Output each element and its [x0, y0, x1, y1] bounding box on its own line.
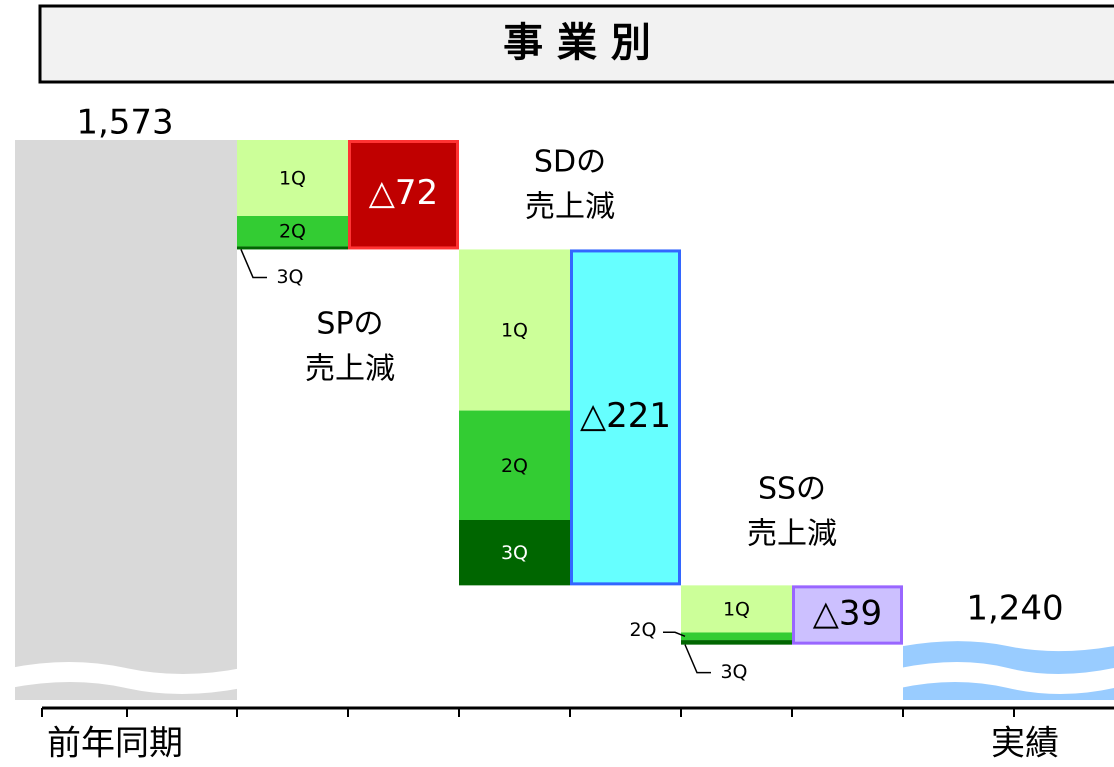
segment-bar [237, 246, 348, 250]
step-name: SPの [316, 307, 383, 342]
segment-label: 3Q [276, 266, 303, 288]
segment-label: 2Q [279, 221, 306, 243]
segment-label: 2Q [629, 619, 656, 641]
title-box [38, 4, 1114, 84]
step-name: 売上減 [747, 517, 837, 552]
segment-label: 2Q [501, 455, 528, 477]
total-bar [792, 585, 903, 645]
segment-bar [681, 585, 792, 633]
segment-bar [237, 140, 348, 216]
step-name: 売上減 [525, 190, 615, 225]
segment-bar [459, 410, 570, 520]
start-bar [15, 140, 237, 700]
segment-label: 1Q [723, 598, 750, 620]
segment-label: 3Q [720, 661, 747, 683]
step-name: SDの [534, 145, 606, 180]
segment-bar [681, 640, 792, 645]
axis-break [10, 662, 242, 694]
segment-label: 1Q [279, 168, 306, 190]
total-bar [348, 140, 459, 250]
total-value-label: △72 [369, 173, 438, 213]
axis-break [900, 662, 1114, 694]
segment-bar [681, 632, 792, 641]
segment-label: 3Q [501, 542, 528, 564]
segment-bar [237, 216, 348, 247]
x-category-label: 前年同期 [47, 724, 183, 764]
start-value-label: 1,573 [76, 103, 173, 143]
total-value-label: △221 [580, 396, 671, 436]
segment-bar [459, 520, 570, 586]
total-bar [570, 249, 681, 586]
total-value-label: △39 [813, 594, 882, 634]
callout-line [684, 644, 711, 674]
segment-bar [459, 249, 570, 411]
callout-line [663, 631, 686, 637]
step-name: 売上減 [305, 352, 395, 387]
end-value-label: 1,240 [966, 589, 1063, 629]
chart-title: 事 業 別 [503, 20, 651, 66]
step-name: SSの [758, 472, 826, 507]
callout-line [240, 249, 267, 279]
x-category-label: 実績 [991, 724, 1059, 764]
segment-label: 1Q [501, 320, 528, 342]
